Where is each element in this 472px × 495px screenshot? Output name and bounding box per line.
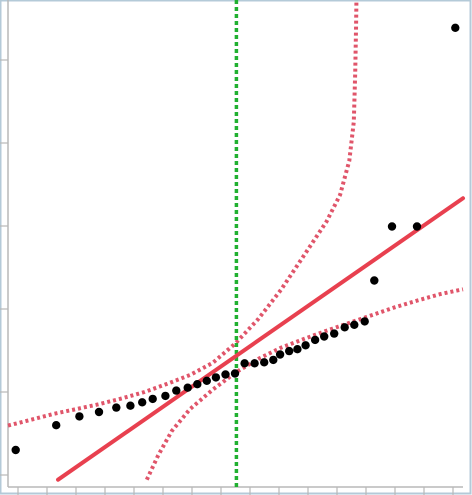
data-point: [52, 421, 61, 430]
data-point: [293, 345, 302, 354]
data-point: [138, 398, 147, 407]
data-point: [183, 383, 192, 392]
data-point: [94, 407, 104, 417]
confidence-band-group: [7, 0, 464, 481]
data-point: [275, 350, 285, 359]
data-point: [370, 276, 379, 285]
data-point: [301, 341, 310, 350]
data-point: [310, 335, 320, 345]
data-point: [320, 332, 329, 341]
fit-line-group: [56, 196, 465, 482]
data-point: [221, 370, 230, 379]
data-point: [193, 380, 202, 389]
data-point: [269, 355, 278, 365]
data-point: [112, 403, 121, 412]
data-point: [350, 320, 359, 329]
data-point: [330, 329, 339, 338]
data-point: [387, 222, 397, 231]
data-point: [240, 359, 249, 368]
data-point: [126, 401, 135, 410]
data-point: [360, 317, 369, 326]
data-point: [148, 394, 157, 404]
data-point: [211, 373, 221, 382]
data-point: [161, 391, 170, 401]
data-point: [75, 412, 84, 421]
data-point: [340, 323, 349, 332]
confidence-band-upper: [7, 0, 359, 428]
data-point: [172, 386, 181, 395]
data-point: [451, 23, 460, 32]
confidence-band-lower: [144, 287, 464, 481]
data-point: [11, 445, 20, 455]
data-point: [250, 359, 259, 368]
fit-line: [56, 196, 465, 482]
data-point: [285, 346, 294, 356]
data-points-group: [11, 23, 460, 455]
data-point: [260, 358, 269, 367]
data-point: [202, 376, 211, 385]
data-point: [230, 369, 240, 378]
data-point: [412, 222, 422, 231]
